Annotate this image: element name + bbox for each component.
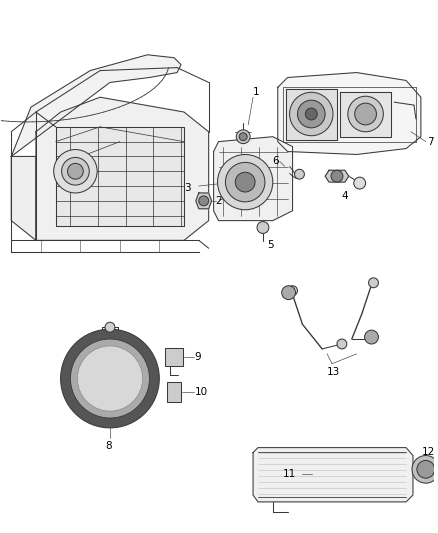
- Circle shape: [226, 163, 265, 202]
- Text: 5: 5: [267, 240, 273, 251]
- Circle shape: [78, 346, 142, 411]
- Text: 4: 4: [342, 191, 349, 201]
- Polygon shape: [196, 193, 212, 209]
- Circle shape: [199, 196, 208, 206]
- Text: 8: 8: [105, 441, 112, 450]
- Circle shape: [71, 339, 149, 418]
- Polygon shape: [340, 92, 391, 136]
- Circle shape: [235, 172, 255, 192]
- Polygon shape: [286, 90, 337, 140]
- Polygon shape: [56, 127, 184, 225]
- Text: 12: 12: [422, 447, 435, 457]
- Circle shape: [417, 461, 434, 478]
- Text: 9: 9: [195, 352, 201, 362]
- Circle shape: [105, 322, 115, 332]
- Circle shape: [294, 169, 304, 179]
- Circle shape: [236, 130, 250, 143]
- Circle shape: [348, 96, 383, 132]
- Circle shape: [218, 155, 273, 210]
- Text: 13: 13: [327, 367, 340, 377]
- Polygon shape: [253, 448, 413, 502]
- Polygon shape: [11, 157, 36, 240]
- FancyBboxPatch shape: [167, 383, 181, 402]
- Circle shape: [288, 286, 297, 296]
- Circle shape: [355, 103, 376, 125]
- Circle shape: [54, 150, 97, 193]
- Circle shape: [257, 222, 269, 233]
- Circle shape: [305, 108, 317, 120]
- Circle shape: [67, 163, 83, 179]
- Circle shape: [337, 339, 347, 349]
- Text: 6: 6: [272, 156, 279, 166]
- Text: 7: 7: [427, 136, 434, 147]
- Text: 2: 2: [215, 196, 222, 206]
- Text: 3: 3: [184, 183, 191, 193]
- Circle shape: [331, 170, 343, 182]
- Circle shape: [364, 330, 378, 344]
- Circle shape: [354, 177, 366, 189]
- Polygon shape: [278, 72, 421, 155]
- Circle shape: [368, 278, 378, 288]
- Circle shape: [62, 157, 89, 185]
- Text: 11: 11: [283, 469, 296, 479]
- Polygon shape: [36, 97, 208, 240]
- Circle shape: [239, 133, 247, 141]
- Circle shape: [60, 329, 159, 428]
- Polygon shape: [11, 55, 181, 157]
- Circle shape: [412, 456, 438, 483]
- Polygon shape: [214, 136, 293, 221]
- Text: 1: 1: [253, 87, 260, 98]
- Circle shape: [297, 100, 325, 128]
- Text: 10: 10: [195, 387, 208, 397]
- Polygon shape: [325, 170, 349, 182]
- FancyBboxPatch shape: [165, 348, 183, 366]
- Circle shape: [290, 92, 333, 136]
- Circle shape: [282, 286, 296, 300]
